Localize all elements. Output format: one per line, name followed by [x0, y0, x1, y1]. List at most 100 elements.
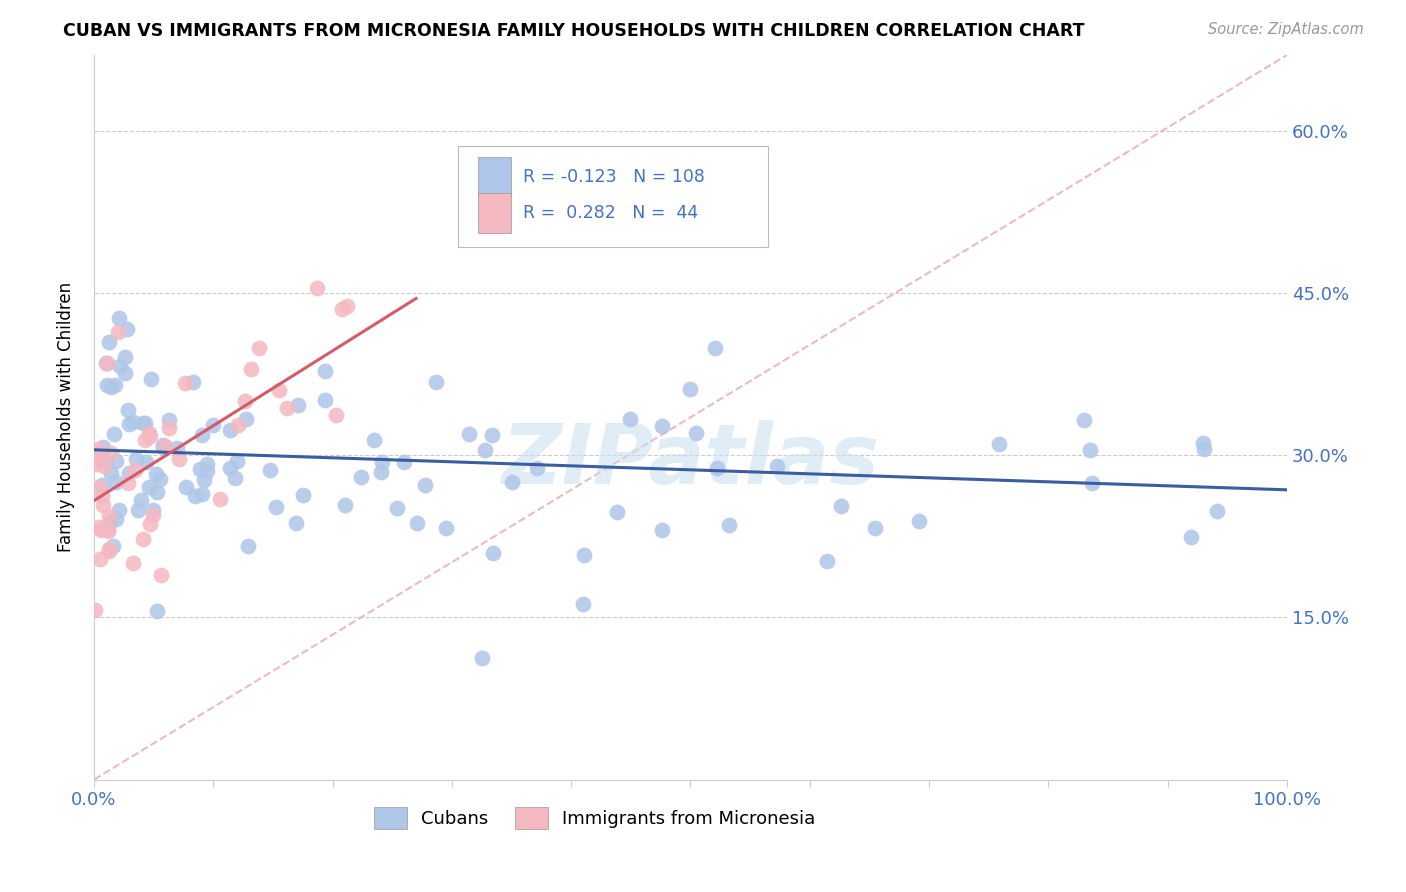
- Point: [87, 451, 110, 466]
- Point: [153, 439, 176, 453]
- Point: [225, 453, 247, 467]
- FancyBboxPatch shape: [458, 145, 768, 247]
- Point: [174, 481, 197, 495]
- Point: [1073, 413, 1095, 427]
- Point: [1081, 475, 1104, 490]
- Point: [152, 440, 174, 454]
- Point: [336, 299, 359, 313]
- Point: [371, 455, 394, 469]
- Point: [606, 505, 628, 519]
- Point: [235, 412, 257, 426]
- Point: [481, 428, 503, 442]
- Point: [651, 419, 673, 434]
- Point: [526, 460, 548, 475]
- Point: [84, 457, 107, 471]
- Point: [89, 551, 111, 566]
- Point: [98, 544, 121, 558]
- Point: [124, 451, 146, 466]
- Point: [142, 508, 165, 523]
- Point: [181, 375, 204, 389]
- Point: [91, 441, 114, 455]
- Point: [124, 463, 146, 477]
- Point: [335, 498, 357, 512]
- Point: [152, 438, 174, 452]
- Y-axis label: Family Households with Children: Family Households with Children: [58, 282, 75, 552]
- Point: [122, 415, 145, 429]
- Point: [87, 442, 110, 457]
- Point: [292, 488, 315, 502]
- Point: [766, 459, 789, 474]
- Point: [1205, 503, 1227, 517]
- Point: [132, 417, 155, 431]
- Point: [685, 426, 707, 441]
- Point: [114, 366, 136, 380]
- Point: [87, 480, 110, 494]
- Point: [91, 477, 114, 491]
- Point: [704, 342, 727, 356]
- Point: [173, 376, 195, 390]
- Point: [218, 461, 240, 475]
- Point: [93, 458, 115, 473]
- Point: [108, 359, 131, 373]
- Point: [118, 466, 141, 480]
- Point: [908, 514, 931, 528]
- Point: [224, 471, 246, 485]
- Point: [184, 489, 207, 503]
- Point: [169, 452, 191, 467]
- Point: [236, 540, 259, 554]
- Point: [706, 461, 728, 475]
- Point: [105, 475, 128, 490]
- Point: [100, 445, 122, 459]
- Point: [413, 478, 436, 492]
- Point: [127, 503, 149, 517]
- Text: Source: ZipAtlas.com: Source: ZipAtlas.com: [1208, 22, 1364, 37]
- Point: [363, 434, 385, 448]
- Text: R = -0.123   N = 108: R = -0.123 N = 108: [523, 168, 706, 186]
- Point: [815, 554, 838, 568]
- Point: [104, 378, 127, 392]
- Point: [146, 484, 169, 499]
- Point: [134, 434, 156, 448]
- Point: [259, 463, 281, 477]
- Point: [572, 597, 595, 611]
- Point: [314, 392, 336, 407]
- Point: [114, 350, 136, 364]
- Point: [249, 341, 271, 355]
- Point: [863, 521, 886, 535]
- Point: [425, 375, 447, 389]
- Point: [209, 492, 232, 507]
- Point: [330, 301, 353, 316]
- Point: [103, 539, 125, 553]
- Point: [135, 455, 157, 469]
- Point: [474, 442, 496, 457]
- Point: [91, 489, 114, 503]
- Point: [84, 603, 107, 617]
- FancyBboxPatch shape: [478, 157, 512, 197]
- Point: [138, 429, 160, 443]
- Point: [100, 466, 122, 480]
- Point: [142, 503, 165, 517]
- Legend: Cubans, Immigrants from Micronesia: Cubans, Immigrants from Micronesia: [367, 799, 823, 836]
- Text: R =  0.282   N =  44: R = 0.282 N = 44: [523, 204, 699, 222]
- Point: [94, 454, 117, 468]
- Point: [1194, 442, 1216, 456]
- Point: [276, 401, 298, 416]
- Point: [191, 487, 214, 501]
- Point: [117, 476, 139, 491]
- Point: [219, 423, 242, 437]
- Point: [138, 517, 160, 532]
- Point: [350, 469, 373, 483]
- Point: [202, 417, 225, 432]
- Point: [87, 520, 110, 534]
- Point: [190, 428, 212, 442]
- Point: [94, 356, 117, 370]
- Point: [117, 402, 139, 417]
- Point: [1180, 530, 1202, 544]
- Point: [436, 520, 458, 534]
- Point: [104, 453, 127, 467]
- Point: [145, 467, 167, 482]
- Point: [91, 449, 114, 463]
- Point: [90, 523, 112, 537]
- Point: [287, 398, 309, 412]
- Point: [98, 334, 121, 349]
